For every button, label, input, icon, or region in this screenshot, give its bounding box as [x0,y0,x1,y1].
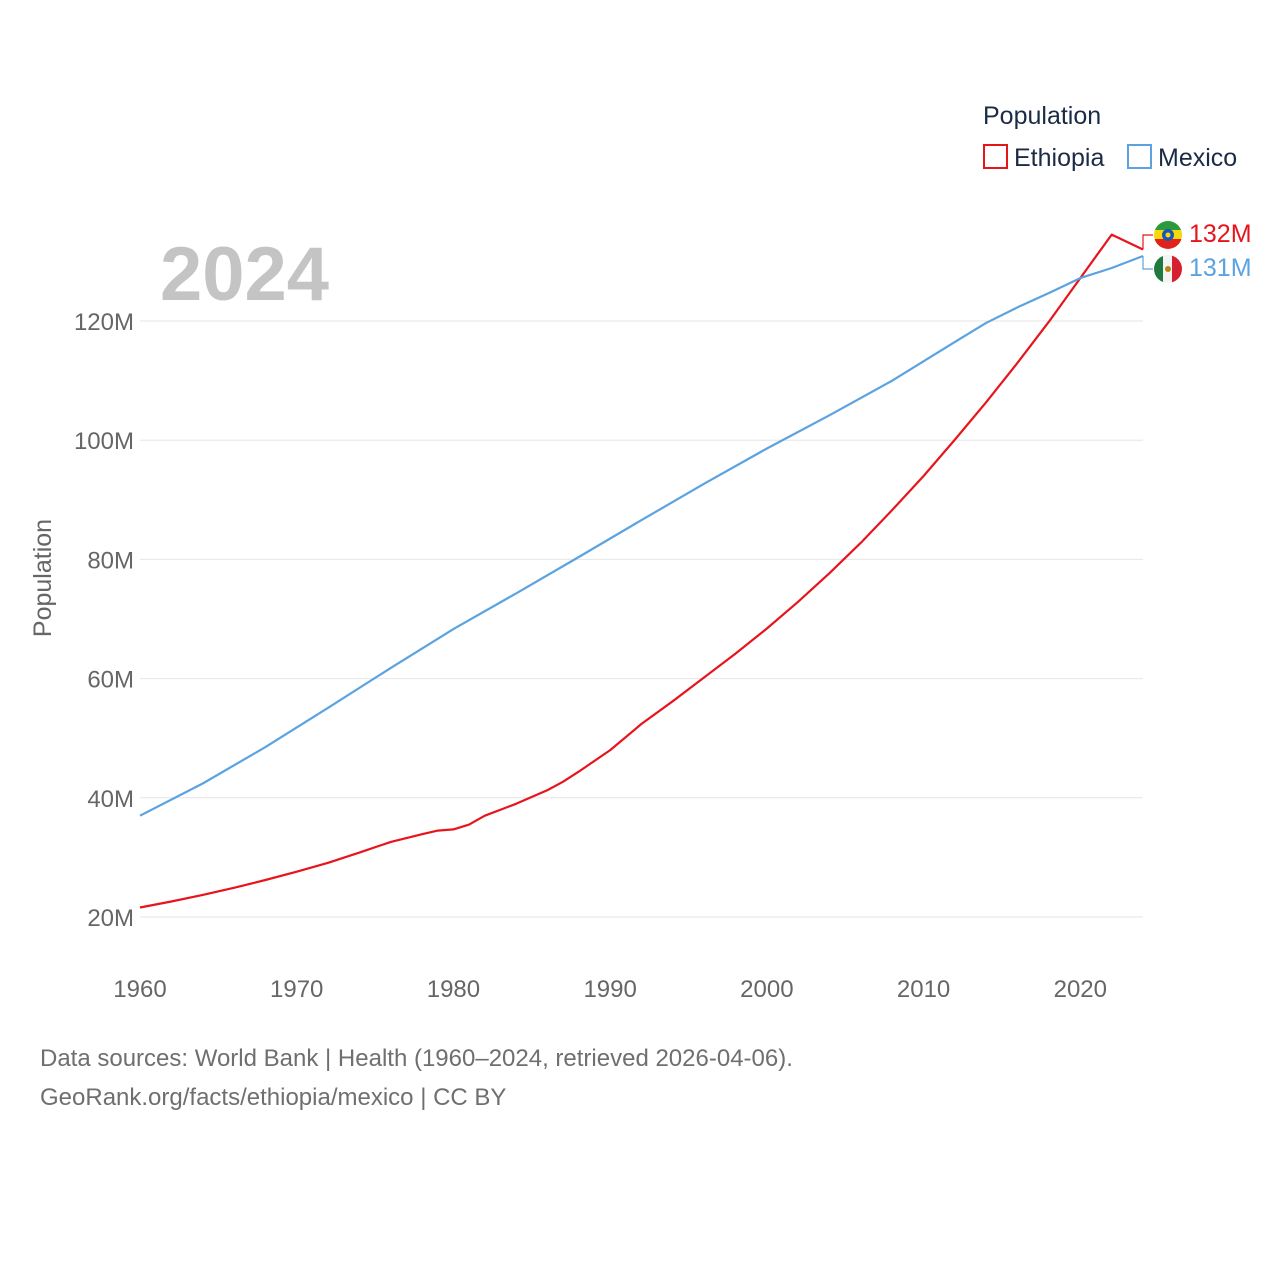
mexico-end-connector [1142,256,1153,270]
y-tick-label: 40M [87,786,134,813]
x-tick-label: 2000 [740,976,793,1003]
mexico-end-label: 131M [1189,254,1252,282]
x-tick-label: 1980 [427,976,480,1003]
legend-swatch-ethiopia[interactable] [983,144,1008,169]
legend[interactable]: Population Ethiopia Mexico [983,102,1237,172]
footer-sources: Data sources: World Bank | Health (1960–… [40,1045,793,1072]
y-tick-label: 100M [74,428,134,455]
legend-label-mexico[interactable]: Mexico [1158,144,1237,172]
legend-title: Population [983,102,1101,130]
year-label: 2024 [160,232,329,317]
x-tick-label: 1990 [583,976,636,1003]
mexico-flag-icon [1154,255,1182,283]
gridlines [140,320,1143,918]
ethiopia-flag-icon [1154,221,1182,249]
end-markers: 132M 131M [1142,220,1252,283]
ethiopia-line[interactable] [139,233,1144,909]
y-tick-label: 120M [74,309,134,336]
footer-credit-link[interactable]: GeoRank.org/facts/ethiopia/mexico | CC B… [40,1084,507,1111]
ethiopia-end-label: 132M [1189,220,1252,248]
x-tick-label: 1970 [270,976,323,1003]
y-axis-label: Population [29,519,57,637]
y-tick-label: 20M [87,905,134,932]
x-axis-ticks: 1960 1970 1980 1990 2000 2010 2020 [113,976,1107,1003]
y-tick-label: 60M [87,667,134,694]
legend-label-ethiopia[interactable]: Ethiopia [1014,144,1104,172]
series-lines [139,233,1144,909]
ethiopia-end-connector [1142,234,1153,250]
y-tick-label: 80M [87,547,134,574]
x-tick-label: 2010 [897,976,950,1003]
mexico-line[interactable] [139,254,1144,817]
x-tick-label: 1960 [113,976,166,1003]
y-axis-ticks: 20M 40M 60M 80M 100M 120M [74,309,134,932]
legend-swatch-mexico[interactable] [1127,144,1152,169]
x-tick-label: 2020 [1054,976,1107,1003]
